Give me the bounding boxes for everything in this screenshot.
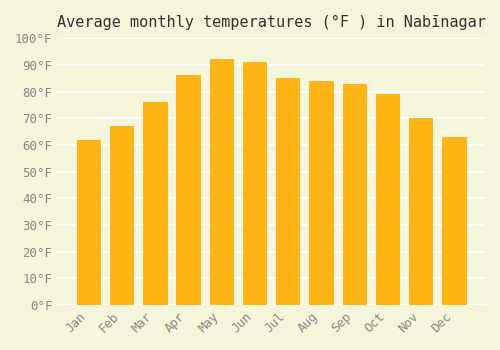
Bar — [276, 78, 299, 305]
Bar — [442, 137, 466, 305]
Title: Average monthly temperatures (°F ) in Nabīnagar: Average monthly temperatures (°F ) in Na… — [56, 15, 486, 30]
Bar — [409, 118, 432, 305]
Bar — [110, 126, 134, 305]
Bar — [210, 60, 233, 305]
Bar — [376, 94, 399, 305]
Bar — [77, 140, 100, 305]
Bar — [144, 102, 167, 305]
Bar — [310, 81, 332, 305]
Bar — [243, 62, 266, 305]
Bar — [176, 76, 200, 305]
Bar — [342, 84, 366, 305]
